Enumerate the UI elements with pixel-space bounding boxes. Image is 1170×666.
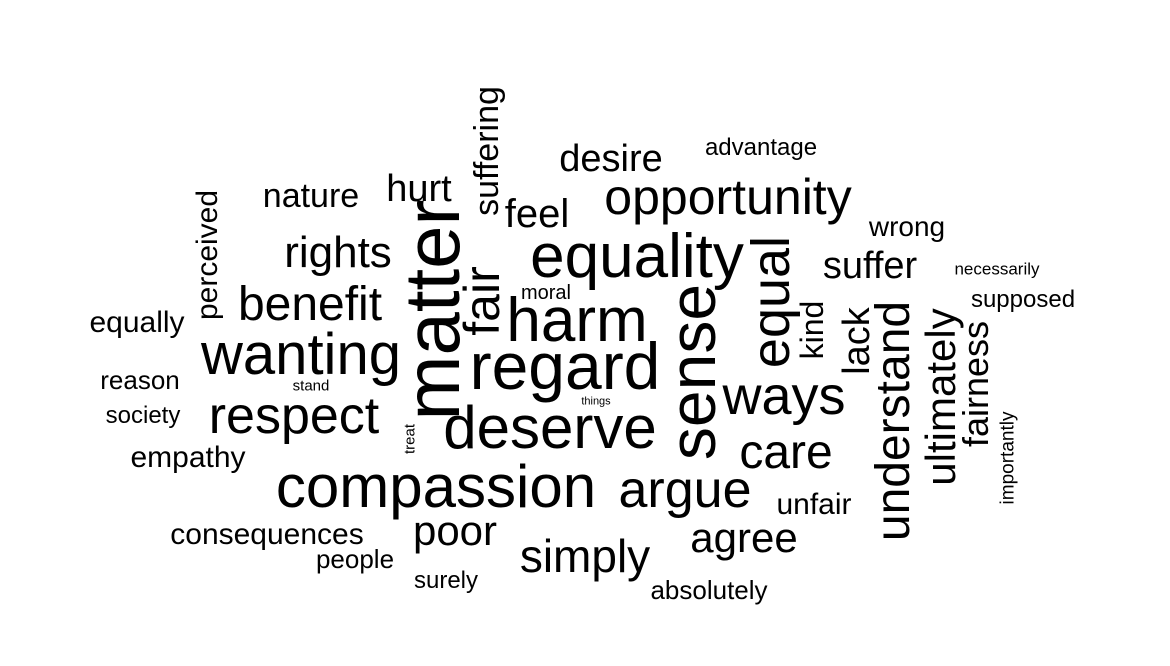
word-necessarily: necessarily bbox=[954, 259, 1040, 279]
word-sense: sense bbox=[655, 283, 729, 461]
word-wrong: wrong bbox=[868, 211, 946, 242]
word-respect: respect bbox=[208, 387, 380, 445]
word-compassion: compassion bbox=[275, 453, 597, 520]
word-unfair: unfair bbox=[776, 488, 852, 521]
word-agree: agree bbox=[690, 514, 798, 561]
word-supposed: supposed bbox=[970, 286, 1076, 313]
word-deserve: deserve bbox=[443, 394, 657, 461]
word-feel: feel bbox=[504, 192, 570, 236]
word-society: society bbox=[105, 402, 181, 429]
word-argue: argue bbox=[618, 461, 752, 519]
word-importantly: importantly bbox=[997, 411, 1019, 505]
word-stand: stand bbox=[292, 377, 330, 395]
word-desire: desire bbox=[559, 138, 663, 180]
word-suffer: suffer bbox=[822, 245, 918, 287]
word-hurt: hurt bbox=[386, 168, 452, 210]
word-equally: equally bbox=[89, 306, 185, 339]
word-advantage: advantage bbox=[704, 134, 818, 161]
word-empathy: empathy bbox=[130, 441, 246, 474]
word-poor: poor bbox=[412, 507, 498, 554]
word-simply: simply bbox=[519, 530, 651, 582]
word-absolutely: absolutely bbox=[650, 575, 768, 605]
word-rights: rights bbox=[284, 228, 392, 277]
word-opportunity: opportunity bbox=[604, 169, 852, 225]
word-consequences: consequences bbox=[170, 518, 364, 551]
word-equality: equality bbox=[530, 222, 744, 291]
word-equal: equal bbox=[741, 235, 801, 369]
word-fairness: fairness bbox=[955, 320, 996, 448]
word-benefit: benefit bbox=[237, 278, 383, 331]
word-kind: kind bbox=[794, 300, 830, 360]
word-reason: reason bbox=[100, 365, 180, 395]
word-regard: regard bbox=[469, 329, 661, 403]
word-surely: surely bbox=[413, 567, 479, 594]
word-wanting: wanting bbox=[201, 322, 401, 387]
word-nature: nature bbox=[262, 177, 360, 215]
word-treat: treat bbox=[401, 423, 419, 455]
word-people: people bbox=[315, 544, 395, 574]
word-moral: moral bbox=[520, 282, 572, 304]
word-fair: fair bbox=[454, 266, 510, 336]
word-harm: harm bbox=[506, 286, 648, 355]
word-ways: ways bbox=[722, 366, 846, 426]
word-suffering: suffering bbox=[468, 86, 506, 216]
word-things: things bbox=[581, 395, 611, 408]
word-perceived: perceived bbox=[191, 189, 224, 321]
word-lack: lack bbox=[836, 307, 878, 375]
word-care: care bbox=[739, 426, 833, 479]
